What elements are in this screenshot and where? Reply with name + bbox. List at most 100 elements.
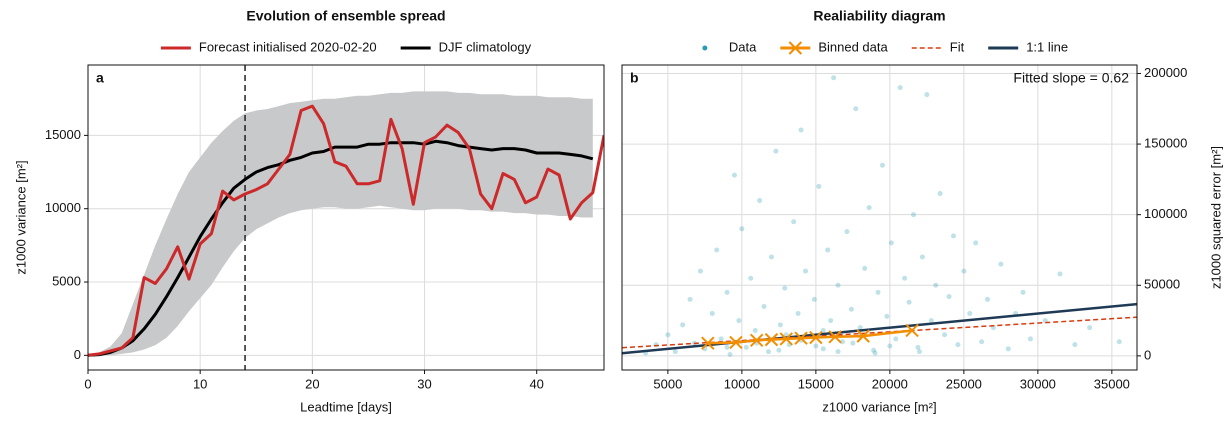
data-point [879, 162, 885, 168]
data-point [946, 294, 952, 300]
data-point [783, 332, 789, 338]
x-tick-label: 25000 [946, 376, 982, 391]
data-point [791, 219, 797, 225]
data-point [709, 311, 715, 317]
legend-symbol [788, 41, 803, 55]
data-point [866, 205, 872, 211]
legend-symbol [702, 45, 708, 51]
x-axis-label: Leadtime [days] [300, 399, 392, 414]
x-tick-label: 0 [84, 376, 91, 391]
data-point [853, 106, 859, 112]
legend-label: Binned data [818, 39, 888, 54]
data-point [820, 346, 826, 352]
data-point [915, 344, 921, 350]
x-tick-label: 20000 [872, 376, 908, 391]
data-point [1027, 336, 1033, 342]
data-point [697, 268, 703, 274]
data-point [871, 347, 877, 353]
legend-label: Fit [950, 39, 965, 54]
plot-frame [621, 64, 1138, 371]
data-point [884, 313, 890, 319]
bin-marker [779, 332, 793, 346]
data-point [687, 296, 693, 302]
data-point [1020, 289, 1026, 295]
legend-label: 1:1 line [1026, 39, 1068, 54]
spread-band [88, 91, 593, 356]
data-point [967, 311, 973, 317]
bin-marker [809, 330, 823, 345]
data-point [916, 349, 922, 355]
data-point [773, 148, 779, 154]
bin-marker [749, 333, 764, 348]
data-point [766, 349, 772, 355]
data-point [1005, 346, 1011, 352]
data-point [955, 342, 961, 348]
data-point [937, 190, 943, 196]
data-point [831, 75, 837, 81]
data-point [888, 240, 894, 246]
legend-label: Forecast initialised 2020-02-20 [199, 39, 377, 54]
data-point [813, 343, 819, 349]
y-tick-label: 200000 [1144, 65, 1187, 80]
bin-marker [764, 332, 779, 347]
data-point [803, 268, 809, 274]
y-axis-label: z1000 squared error [m²] [1208, 146, 1223, 289]
plot-area [88, 65, 604, 370]
data-point [840, 339, 846, 345]
data-point [835, 349, 841, 355]
bin-marker [729, 335, 743, 350]
y-tick-label: 0 [1144, 347, 1151, 362]
data-point [893, 336, 899, 342]
panel-label: a [96, 70, 104, 86]
data-point [1087, 325, 1093, 331]
x-axis-label: z1000 variance [m²] [822, 399, 936, 414]
chart-title: Realiability diagram [813, 8, 945, 24]
data-point [906, 299, 912, 305]
data-point [1072, 342, 1078, 348]
data-point [825, 247, 831, 253]
data-point [942, 332, 948, 338]
data-point [875, 289, 881, 295]
data-point [828, 318, 834, 324]
data-point [973, 240, 979, 246]
panel: 0 10 20 30 40 0 5000 10000 15000 Evolution of ens… [13, 8, 605, 414]
x-tick-label: 20 [305, 376, 319, 391]
data-point [811, 296, 817, 302]
data-point [718, 336, 724, 342]
x-tick-label: 5000 [653, 376, 682, 391]
data-point [680, 322, 686, 328]
y-axis-label: z1000 variance [m²] [13, 160, 28, 274]
bin-marker [828, 330, 842, 344]
data-point [739, 226, 745, 232]
data-point [736, 318, 742, 324]
data-point [835, 282, 841, 288]
data-point [743, 344, 749, 350]
bin-marker [856, 329, 870, 343]
data-point [919, 254, 925, 260]
x-tick-label: 10 [193, 376, 207, 391]
legend-item: Forecast initialised 2020-02-20 [160, 39, 377, 54]
chart-title: Evolution of ensemble spread [246, 8, 445, 24]
legend-item: Binned data [780, 39, 889, 55]
panel-label: b [630, 70, 639, 86]
data-point [850, 340, 856, 346]
data-point [724, 289, 730, 295]
data-point [757, 198, 763, 204]
legend: Forecast initialised 2020-02-20 DJF clima… [160, 39, 532, 54]
legend-item: Fit [911, 39, 965, 54]
legend-label: DJF climatology [439, 39, 532, 54]
data-point [979, 339, 985, 345]
data-point [795, 311, 801, 317]
data-point [724, 344, 730, 350]
data-point [924, 92, 930, 98]
data-point [872, 350, 878, 356]
y-tick-label: 5000 [52, 273, 81, 288]
x-tick-label: 15000 [798, 376, 834, 391]
plot-area [622, 65, 1137, 370]
y-tick-label: 150000 [1144, 136, 1187, 151]
legend-label: Data [729, 39, 757, 54]
data-point [777, 322, 783, 328]
data-point [985, 296, 991, 302]
x-tick-label: 30 [417, 376, 431, 391]
data-point [731, 172, 737, 178]
